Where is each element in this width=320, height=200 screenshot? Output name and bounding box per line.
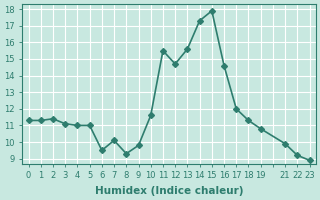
X-axis label: Humidex (Indice chaleur): Humidex (Indice chaleur) [95, 186, 243, 196]
